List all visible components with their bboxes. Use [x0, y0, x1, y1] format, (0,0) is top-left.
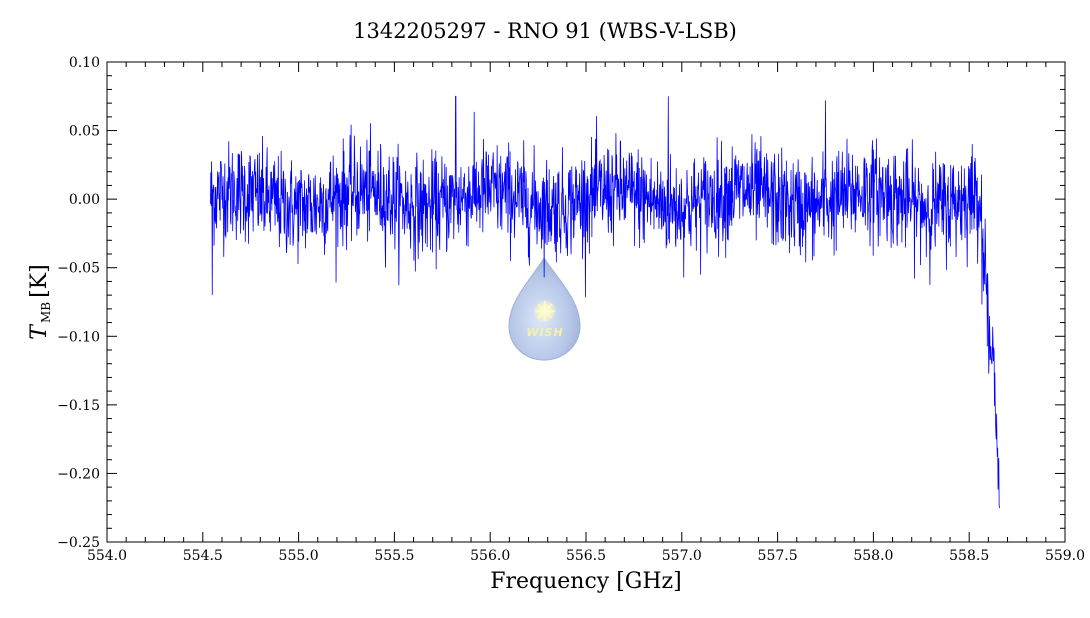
y-tick-label: −0.25	[57, 535, 100, 551]
x-tick-label: 557.0	[662, 548, 702, 564]
x-tick-label: 558.5	[949, 548, 989, 564]
y-axis-label-subscript: MB	[39, 302, 53, 323]
y-tick-labels: −0.25 −0.20 −0.15 −0.10 −0.05 0.00 0.05 0.10	[57, 55, 100, 551]
axis-ticks	[106, 61, 1066, 543]
y-tick-label: 0.00	[69, 192, 100, 208]
spectrum-line	[210, 95, 1000, 509]
wish-logo: WISH	[508, 257, 581, 361]
y-tick-label: −0.10	[57, 329, 100, 345]
x-tick-label: 557.5	[758, 548, 798, 564]
y-tick-label: −0.05	[57, 261, 100, 277]
chart-title: 1342205297 - RNO 91 (WBS-V-LSB)	[353, 19, 737, 43]
wish-logo-text: WISH	[526, 326, 563, 339]
y-tick-label: 0.05	[69, 124, 100, 140]
x-tick-label: 559.0	[1045, 548, 1085, 564]
y-tick-label: −0.20	[57, 466, 100, 482]
x-tick-label: 554.5	[183, 548, 223, 564]
y-tick-label: −0.15	[57, 398, 100, 414]
svg-text:TMB[K]: TMB [K]	[27, 264, 53, 339]
x-tick-label: 556.5	[566, 548, 606, 564]
y-axis-label-symbol: T	[27, 323, 52, 340]
wish-star-rays-icon	[535, 301, 555, 321]
x-tick-label: 558.0	[853, 548, 893, 564]
y-axis-label: TMB [K]	[27, 264, 53, 339]
y-tick-label: 0.10	[69, 55, 100, 71]
x-tick-label: 555.0	[279, 548, 319, 564]
plot-frame	[106, 61, 1066, 543]
x-tick-label: 555.5	[374, 548, 414, 564]
x-axis-label: Frequency [GHz]	[490, 569, 682, 594]
x-tick-label: 556.0	[470, 548, 510, 564]
x-tick-label: 554.0	[87, 548, 127, 564]
y-axis-label-unit: [K]	[27, 264, 52, 298]
x-tick-labels: 554.0 554.5 555.0 555.5 556.0 556.5 557.0 557.5…	[87, 548, 1085, 564]
